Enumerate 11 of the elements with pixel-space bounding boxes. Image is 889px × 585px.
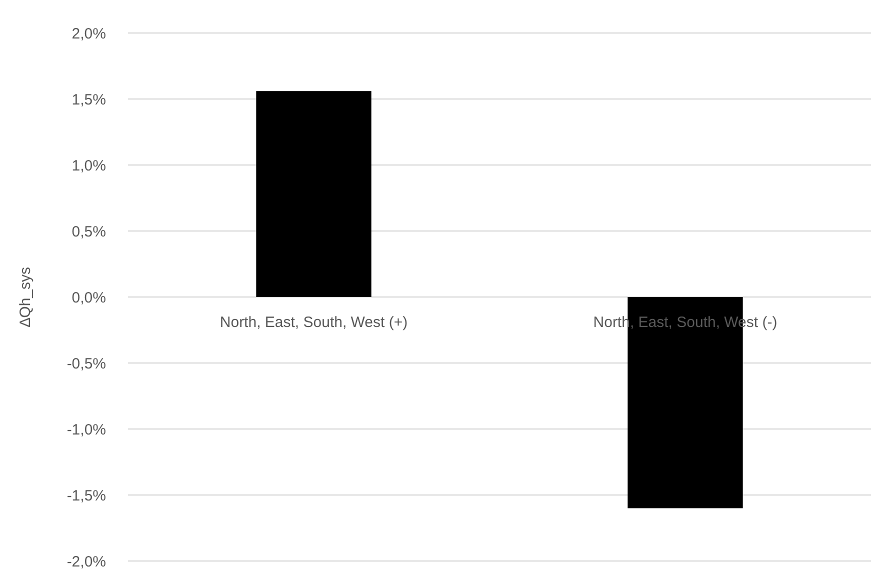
x-tick-label: North, East, South, West (+) [220, 314, 408, 331]
y-tick-label: -1,0% [66, 421, 106, 438]
y-tick-label: -2,0% [66, 553, 106, 570]
y-tick-label: 0,5% [72, 223, 106, 240]
y-tick-label: 1,5% [72, 91, 106, 108]
y-tick-label: -0,5% [66, 355, 106, 372]
y-tick-label: 2,0% [72, 25, 106, 42]
y-tick-label: 0,0% [72, 289, 106, 306]
y-tick-label: 1,0% [72, 157, 106, 174]
y-axis-title: ∆Qh_sys [17, 266, 34, 328]
y-tick-label: -1,5% [66, 487, 106, 504]
